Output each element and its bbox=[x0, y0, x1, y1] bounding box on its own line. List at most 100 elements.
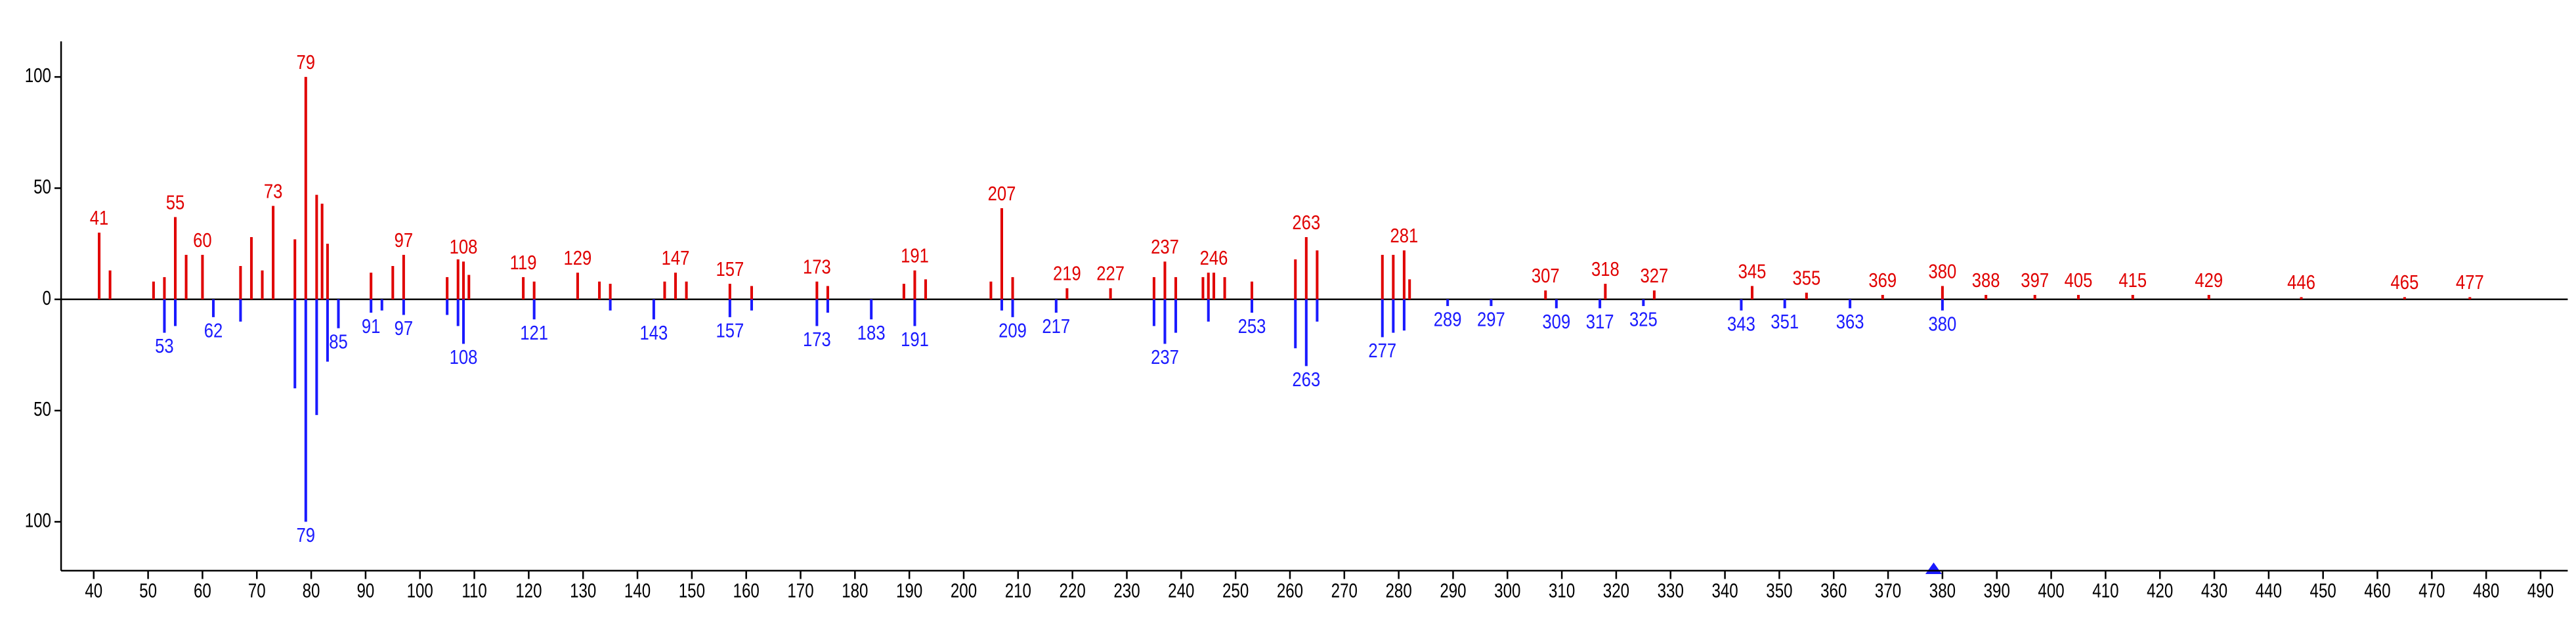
peak-label: 327 bbox=[1641, 265, 1669, 286]
peak-label: 191 bbox=[901, 245, 929, 267]
x-tick-label: 130 bbox=[570, 579, 596, 602]
cursor-marker bbox=[1925, 562, 1943, 574]
x-tick-label: 440 bbox=[2256, 579, 2282, 602]
x-tick-label: 230 bbox=[1113, 579, 1140, 602]
x-tick-label: 490 bbox=[2527, 579, 2554, 602]
x-tick-label: 390 bbox=[1984, 579, 2010, 602]
x-tick-label: 250 bbox=[1222, 579, 1249, 602]
peak-label: 191 bbox=[901, 328, 929, 350]
x-tick-label: 300 bbox=[1494, 579, 1520, 602]
x-tick-label: 450 bbox=[2310, 579, 2336, 602]
peak-label: 157 bbox=[716, 320, 744, 342]
peak-label: 79 bbox=[297, 51, 316, 73]
y-tick-label: 100 bbox=[25, 509, 51, 531]
x-tick-label: 80 bbox=[303, 579, 320, 602]
x-tick-label: 480 bbox=[2473, 579, 2499, 602]
x-tick-label: 290 bbox=[1440, 579, 1466, 602]
peak-label: 227 bbox=[1096, 263, 1125, 284]
peak-label: 147 bbox=[662, 247, 690, 269]
y-tick-label: 0 bbox=[43, 286, 51, 309]
peak-label: 53 bbox=[155, 335, 174, 357]
x-tick-label: 70 bbox=[248, 579, 266, 602]
peak-label: 209 bbox=[998, 320, 1027, 342]
peak-label: 318 bbox=[1591, 258, 1620, 280]
x-tick-label: 60 bbox=[194, 579, 211, 602]
x-tick-label: 280 bbox=[1385, 579, 1411, 602]
peak-label: 446 bbox=[2287, 271, 2315, 293]
peak-label: 397 bbox=[2021, 269, 2049, 291]
x-tick-label: 140 bbox=[624, 579, 651, 602]
peak-label: 388 bbox=[1972, 269, 2000, 291]
peak-label: 289 bbox=[1434, 309, 1462, 330]
x-tick-label: 240 bbox=[1168, 579, 1194, 602]
peak-label: 55 bbox=[166, 191, 185, 213]
peak-label: 85 bbox=[329, 331, 348, 353]
peak-label: 363 bbox=[1836, 311, 1864, 332]
x-tick-label: 350 bbox=[1766, 579, 1792, 602]
x-tick-label: 400 bbox=[2038, 579, 2064, 602]
peak-label: 237 bbox=[1151, 346, 1179, 368]
x-tick-label: 90 bbox=[356, 579, 374, 602]
x-tick-label: 310 bbox=[1549, 579, 1575, 602]
peak-label: 121 bbox=[520, 322, 548, 344]
x-tick-label: 430 bbox=[2201, 579, 2227, 602]
peak-label: 62 bbox=[204, 320, 223, 342]
x-tick-label: 180 bbox=[842, 579, 868, 602]
x-tick-label: 150 bbox=[679, 579, 705, 602]
peak-label: 253 bbox=[1238, 315, 1266, 337]
peak-label: 173 bbox=[803, 256, 831, 278]
peak-label: 351 bbox=[1771, 311, 1799, 332]
x-tick-label: 330 bbox=[1658, 579, 1684, 602]
x-tick-label: 210 bbox=[1005, 579, 1031, 602]
peak-label: 325 bbox=[1629, 309, 1658, 330]
x-tick-label: 410 bbox=[2092, 579, 2118, 602]
x-tick-label: 220 bbox=[1060, 579, 1086, 602]
x-tick-label: 170 bbox=[787, 579, 813, 602]
peak-label: 415 bbox=[2118, 269, 2147, 291]
x-tick-label: 370 bbox=[1875, 579, 1901, 602]
x-tick-label: 320 bbox=[1603, 579, 1629, 602]
peak-label: 405 bbox=[2065, 269, 2093, 291]
x-tick-label: 40 bbox=[85, 579, 102, 602]
peak-label: 246 bbox=[1200, 247, 1228, 269]
peak-label: 345 bbox=[1738, 260, 1767, 282]
x-tick-label: 260 bbox=[1277, 579, 1303, 602]
peak-label: 343 bbox=[1727, 313, 1755, 334]
peak-label: 317 bbox=[1586, 311, 1614, 332]
peak-label: 173 bbox=[803, 328, 831, 350]
x-tick-label: 110 bbox=[462, 579, 486, 602]
peak-label: 217 bbox=[1042, 315, 1070, 337]
x-tick-label: 200 bbox=[951, 579, 977, 602]
peak-label: 477 bbox=[2456, 271, 2484, 293]
y-tick-label: 50 bbox=[33, 397, 51, 420]
peak-label: 73 bbox=[264, 180, 283, 202]
peak-label: 465 bbox=[2391, 271, 2419, 293]
x-tick-label: 340 bbox=[1711, 579, 1738, 602]
x-tick-label: 100 bbox=[407, 579, 433, 602]
peak-label: 263 bbox=[1292, 211, 1320, 233]
peak-label: 297 bbox=[1477, 309, 1505, 330]
peak-label: 108 bbox=[450, 346, 478, 368]
peak-label: 281 bbox=[1390, 225, 1419, 246]
peak-label: 355 bbox=[1792, 267, 1820, 289]
peak-label: 157 bbox=[716, 258, 744, 280]
peak-label: 119 bbox=[510, 252, 537, 273]
peak-label: 307 bbox=[1532, 265, 1560, 286]
x-tick-label: 160 bbox=[733, 579, 760, 602]
peak-label: 97 bbox=[395, 229, 414, 251]
peak-label: 380 bbox=[1929, 260, 1957, 282]
x-tick-label: 470 bbox=[2418, 579, 2445, 602]
x-tick-label: 360 bbox=[1820, 579, 1847, 602]
x-tick-label: 190 bbox=[896, 579, 922, 602]
peak-label: 429 bbox=[2195, 269, 2223, 291]
x-tick-label: 50 bbox=[139, 579, 157, 602]
y-tick-label: 100 bbox=[25, 64, 51, 87]
x-tick-label: 270 bbox=[1331, 579, 1358, 602]
peak-label: 183 bbox=[857, 322, 886, 344]
x-tick-label: 380 bbox=[1929, 579, 1956, 602]
y-tick-label: 50 bbox=[33, 175, 51, 198]
peak-label: 309 bbox=[1542, 311, 1570, 332]
peak-label: 277 bbox=[1368, 340, 1396, 361]
peak-label: 143 bbox=[639, 322, 668, 344]
peak-label: 129 bbox=[564, 247, 592, 269]
